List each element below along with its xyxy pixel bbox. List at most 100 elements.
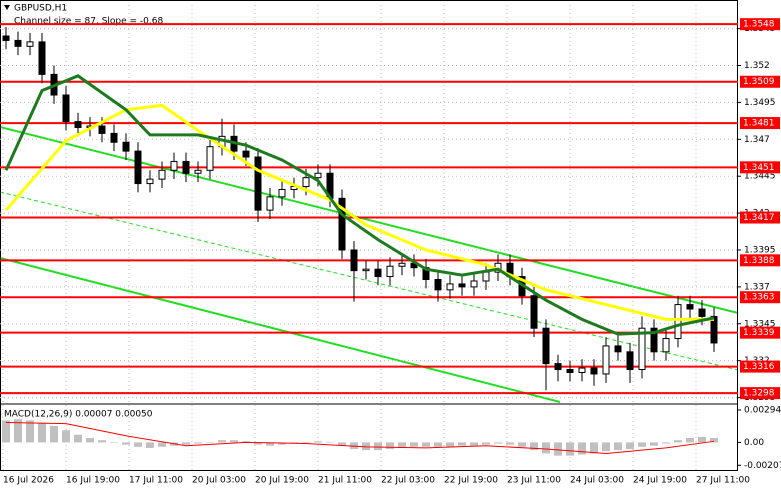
macd-bar xyxy=(470,442,478,446)
macd-bar xyxy=(686,438,694,443)
candle-body xyxy=(278,188,286,198)
moving-average xyxy=(4,103,714,321)
macd-bar xyxy=(698,436,706,443)
macd-bar xyxy=(38,422,46,443)
y-tick-label: 1.337 xyxy=(744,282,770,292)
macd-bar xyxy=(590,442,598,454)
annotation: Channel size = 87, Slope = -0.68 xyxy=(14,17,163,27)
macd-bar xyxy=(110,442,118,443)
candle-body xyxy=(2,35,10,41)
macd-bar xyxy=(182,442,190,445)
macd-tick-label: 0.00294 xyxy=(744,405,781,415)
macd-bar xyxy=(26,420,34,443)
macd-bar xyxy=(218,440,226,443)
candle-body xyxy=(266,196,274,211)
level-tag xyxy=(740,161,780,174)
channel-middle xyxy=(0,191,739,371)
macd-bar xyxy=(206,442,214,443)
candle-body xyxy=(338,197,346,251)
macd-bar xyxy=(578,442,586,455)
level-tag xyxy=(740,75,780,88)
plot-frame xyxy=(0,0,738,471)
x-tick-label: 24 Jul 19:00 xyxy=(633,476,687,486)
x-tick-label: 22 Jul 19:00 xyxy=(444,476,498,486)
macd-label: MACD(12,26,9) 0.00007 0.00050 xyxy=(4,410,153,420)
macd-bar xyxy=(554,442,562,456)
channel-lower xyxy=(0,257,561,403)
candle-body xyxy=(194,169,202,174)
x-tick-label: 16 Jul 2026 xyxy=(3,476,54,486)
candle-body xyxy=(470,280,478,288)
macd-bar xyxy=(638,442,646,447)
candle-body xyxy=(254,156,262,211)
macd-bar xyxy=(266,442,274,446)
candle-body xyxy=(482,271,490,282)
macd-bar xyxy=(530,442,538,451)
level-tag xyxy=(740,117,780,130)
macd-bar xyxy=(446,442,454,447)
candle-body xyxy=(674,304,682,340)
candle-body xyxy=(122,141,130,152)
candle-body xyxy=(110,132,118,143)
x-tick-label: 16 Jul 19:00 xyxy=(66,476,120,486)
level-tag xyxy=(740,387,780,400)
level-label: 1.3339 xyxy=(743,328,775,338)
x-tick-label: 23 Jul 11:00 xyxy=(507,476,561,486)
channel xyxy=(0,126,739,403)
candle-body xyxy=(206,146,214,171)
x-tick-label: 20 Jul 03:00 xyxy=(192,476,246,486)
macd-bar xyxy=(566,442,574,456)
level-label: 1.3388 xyxy=(743,256,775,266)
candle-body xyxy=(590,367,598,375)
x-tick-label: 22 Jul 03:00 xyxy=(381,476,435,486)
candle-body xyxy=(302,177,310,188)
macd-bar xyxy=(602,442,610,452)
level-label: 1.3298 xyxy=(743,389,775,399)
level-label: 1.3363 xyxy=(743,293,775,303)
candle-body xyxy=(578,367,586,373)
candle-body xyxy=(710,315,718,344)
macd-bar xyxy=(230,440,238,443)
macd-bar xyxy=(326,442,334,443)
y-tick-label: 1.3495 xyxy=(744,98,776,108)
candle-body xyxy=(566,369,574,373)
macd-tick-label: 0.00 xyxy=(744,438,764,448)
macd-bar xyxy=(398,442,406,448)
candle-body xyxy=(134,150,142,185)
candle-body xyxy=(98,125,106,134)
candle-body xyxy=(362,268,370,272)
candle-body xyxy=(62,94,70,123)
macd-bar xyxy=(662,442,670,444)
macd-bar xyxy=(98,440,106,443)
x-tick-label: 27 Jul 11:00 xyxy=(696,476,750,486)
x-tick-label: 17 Jul 11:00 xyxy=(129,476,183,486)
macd-bar xyxy=(650,442,658,446)
macd-bar xyxy=(338,442,346,446)
level-tag xyxy=(740,326,780,339)
candle-body xyxy=(398,262,406,267)
macd-tick-label: -0.00207 xyxy=(744,461,781,471)
candle-body xyxy=(170,160,178,171)
macd-bar xyxy=(542,442,550,454)
candle-body xyxy=(698,308,706,317)
candle-body xyxy=(626,351,634,371)
candle-body xyxy=(26,41,34,47)
macd-bar xyxy=(410,442,418,447)
macd-bar xyxy=(362,442,370,451)
candle-body xyxy=(446,283,454,291)
macd-bar xyxy=(614,442,622,451)
macd-bar xyxy=(74,434,82,443)
macd-bar xyxy=(434,442,442,447)
macd-bar xyxy=(122,442,130,445)
level-tag xyxy=(740,18,780,31)
x-tick-label: 24 Jul 03:00 xyxy=(570,476,624,486)
macd-bar xyxy=(62,430,70,443)
macd-bar xyxy=(482,442,490,445)
candle-body xyxy=(686,304,694,310)
level-label: 1.3481 xyxy=(743,119,775,129)
channel-upper xyxy=(0,126,739,314)
y-tick-label: 1.3395 xyxy=(744,245,776,255)
macd-bar xyxy=(458,442,466,446)
moving-average xyxy=(4,74,715,336)
candle-body xyxy=(614,345,622,353)
